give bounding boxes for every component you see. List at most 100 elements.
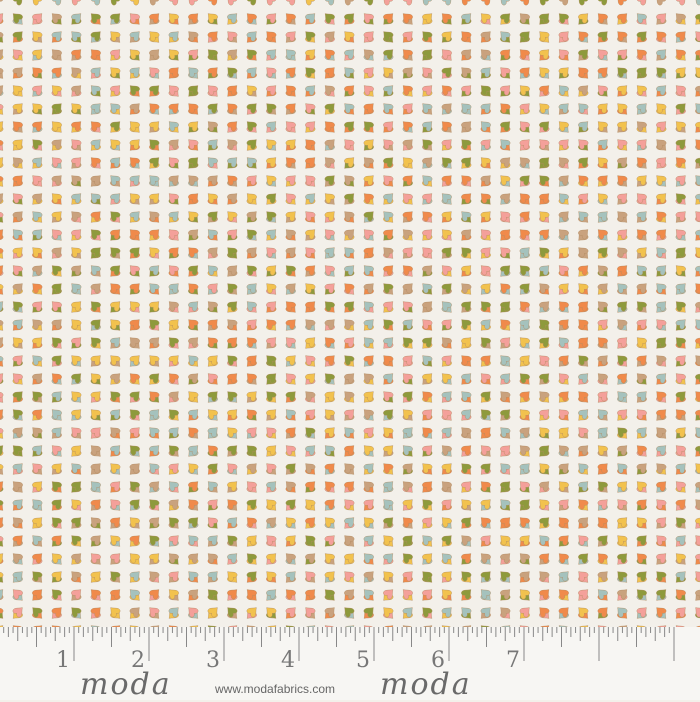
clover [51, 229, 82, 259]
heart [71, 229, 82, 240]
heart [695, 391, 700, 402]
heart [71, 409, 82, 420]
heart [422, 139, 433, 150]
heart [500, 13, 511, 24]
heart [129, 265, 140, 276]
heart [539, 319, 550, 330]
clover [305, 355, 335, 385]
heart [617, 103, 628, 114]
heart [558, 463, 569, 474]
heart [246, 373, 257, 384]
clover [480, 337, 511, 367]
heart [305, 67, 316, 78]
clover [168, 373, 199, 403]
clover [246, 265, 277, 295]
heart [227, 517, 238, 528]
clover [636, 373, 667, 403]
heart [636, 121, 647, 132]
heart [129, 49, 140, 60]
heart [90, 157, 101, 168]
heart [51, 247, 62, 258]
heart [51, 571, 62, 582]
clover [71, 391, 101, 421]
heart [168, 409, 179, 420]
clover [110, 535, 140, 565]
heart [168, 265, 179, 276]
clover [324, 589, 355, 619]
heart [51, 607, 62, 618]
heart [636, 355, 647, 366]
heart [675, 283, 686, 294]
clover [227, 463, 257, 493]
heart [539, 193, 550, 204]
clover [402, 229, 433, 259]
heart [266, 319, 277, 330]
heart [363, 0, 374, 6]
clover [383, 139, 413, 169]
heart [12, 445, 23, 456]
heart [344, 445, 355, 456]
heart [110, 589, 121, 600]
heart [441, 49, 452, 60]
clover [207, 301, 238, 331]
heart [695, 481, 700, 492]
heart [168, 139, 179, 150]
heart [500, 247, 511, 258]
clover [480, 589, 511, 619]
heart [383, 229, 394, 240]
heart [266, 157, 277, 168]
heart [266, 355, 277, 366]
heart [32, 121, 43, 132]
heart [51, 13, 62, 24]
clover [480, 301, 511, 331]
heart [363, 481, 374, 492]
clover [71, 499, 101, 529]
heart [0, 85, 4, 96]
heart [578, 589, 589, 600]
heart [12, 229, 23, 240]
clover [597, 409, 628, 439]
clover [149, 175, 179, 205]
heart [227, 301, 238, 312]
clover [597, 337, 628, 367]
clover [656, 211, 686, 241]
heart [636, 391, 647, 402]
heart [207, 373, 218, 384]
clover [656, 175, 686, 205]
heart [285, 265, 296, 276]
heart [558, 607, 569, 618]
heart [558, 571, 569, 582]
heart [500, 139, 511, 150]
heart [578, 283, 589, 294]
heart [500, 67, 511, 78]
heart [324, 229, 335, 240]
heart [441, 85, 452, 96]
heart [207, 589, 218, 600]
clover [558, 301, 589, 331]
clover [656, 319, 686, 349]
heart [246, 589, 257, 600]
heart [90, 337, 101, 348]
heart [324, 355, 335, 366]
clover [0, 67, 23, 97]
clover [0, 427, 23, 457]
heart [539, 85, 550, 96]
heart [539, 103, 550, 114]
clover [12, 409, 43, 439]
heart [441, 553, 452, 564]
heart [636, 85, 647, 96]
clover [266, 175, 296, 205]
heart [207, 0, 218, 6]
heart [110, 211, 121, 222]
heart [383, 139, 394, 150]
heart [149, 193, 160, 204]
heart [51, 481, 62, 492]
heart [636, 409, 647, 420]
heart [383, 391, 394, 402]
heart [344, 409, 355, 420]
heart [188, 67, 199, 78]
heart [168, 67, 179, 78]
heart [558, 355, 569, 366]
heart [480, 121, 491, 132]
heart [188, 247, 199, 258]
